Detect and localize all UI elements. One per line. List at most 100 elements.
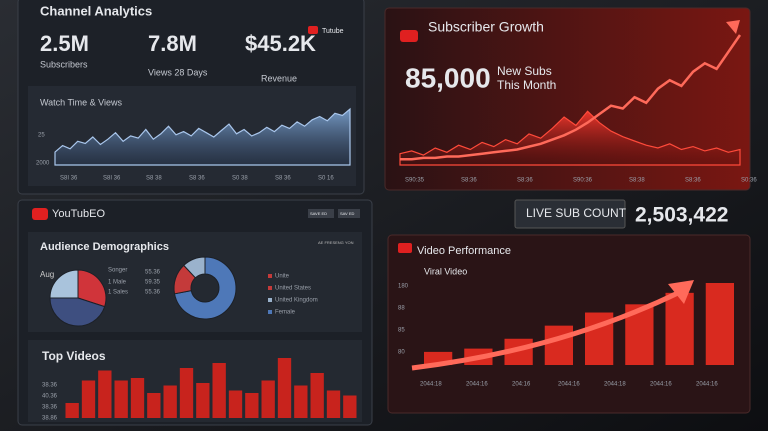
x-label: S90:36 (573, 178, 593, 184)
filter: AE FRESENG YON (318, 240, 354, 245)
bar (114, 380, 128, 418)
x-label: 2044:16 (466, 382, 488, 388)
slice (49, 297, 106, 327)
bar (544, 325, 573, 365)
bar (261, 380, 275, 418)
bar (130, 378, 145, 418)
legend-swatch (268, 274, 272, 278)
brand: YouTubEO (52, 208, 105, 220)
label: LIVE SUB COUNT (526, 206, 627, 220)
bar (228, 390, 243, 418)
stat-value: 7.8M (148, 31, 197, 56)
x-label: S8 36 (189, 176, 205, 182)
y-label: 38.36 (42, 405, 58, 411)
bar (196, 383, 210, 418)
live-box (514, 199, 626, 229)
legend-label: United States (275, 286, 311, 292)
y-label: 25 (38, 133, 45, 139)
stat-label: Revenue (261, 73, 297, 83)
y-label: 40.36 (42, 394, 58, 400)
x-label: S8 36 (275, 176, 291, 182)
button[interactable] (308, 209, 334, 218)
y-label: 38.36 (42, 383, 58, 389)
panel (387, 234, 751, 414)
panel (384, 7, 751, 191)
y-label: 180 (398, 284, 409, 290)
title: Top Videos (42, 349, 106, 363)
pie-number: 55.36 (145, 270, 161, 276)
x-label: S8I 36 (60, 176, 78, 182)
stat-value: 2.5M (40, 31, 89, 56)
arrow-head (726, 20, 740, 34)
x-label: 2044:18 (420, 382, 442, 388)
legend-swatch (268, 286, 272, 290)
area (54, 107, 351, 166)
bar (705, 283, 734, 365)
legend-swatch (268, 298, 272, 302)
y-label: 38.86 (42, 416, 58, 422)
bar (343, 395, 357, 418)
legend-label: United Kingdom (275, 298, 318, 304)
arrow (411, 289, 682, 371)
slice (77, 269, 107, 308)
bar (147, 393, 161, 418)
yt-icon (400, 30, 418, 42)
title: Watch Time & Views (40, 97, 123, 107)
yt-icon (308, 26, 318, 34)
x-label: S8:36 (685, 178, 701, 184)
x-label: S8:36 (517, 178, 533, 184)
pie-label: Songer (108, 268, 127, 274)
bar (179, 368, 194, 418)
legend-label: Unite (275, 274, 290, 280)
x-label: S8:38 (629, 178, 645, 184)
pie-label: 1 Male (108, 280, 127, 286)
slice (49, 269, 79, 299)
button-label[interactable]: SAVE ED (310, 211, 327, 216)
bar (65, 403, 79, 418)
count: 2,503,422 (635, 204, 728, 227)
subtitle: Viral Video (424, 266, 467, 276)
x-label: 2044:16 (696, 382, 718, 388)
bar (98, 370, 112, 418)
x-label: S90:35 (405, 178, 425, 184)
caption: New Subs (497, 64, 552, 78)
bar (163, 385, 177, 418)
slice (183, 256, 206, 279)
bar (294, 385, 308, 418)
caption: This Month (497, 78, 556, 92)
badge: Tutube (322, 28, 344, 35)
x-label: S0 16 (318, 176, 334, 182)
x-label: 204:16 (512, 382, 531, 388)
title: Video Performance (417, 245, 511, 257)
bar (326, 390, 341, 418)
pie-label: 1 Sales (108, 290, 128, 296)
yt-icon (398, 243, 412, 253)
legend-label: Female (275, 310, 296, 316)
button[interactable] (338, 209, 360, 218)
bar (81, 380, 96, 418)
x-label: S8 38 (146, 176, 162, 182)
stat-label: Subscribers (40, 59, 88, 69)
arrow-head (668, 280, 694, 304)
pie-number: 59.35 (145, 280, 161, 286)
bar (277, 358, 292, 418)
area (399, 110, 741, 166)
x-label: 2044:18 (604, 382, 626, 388)
button-label[interactable]: SAV ED (340, 211, 354, 216)
x-label: S0 38 (232, 176, 248, 182)
title: Channel Analytics (40, 3, 152, 18)
stat-value: $45.2K (245, 31, 316, 56)
x-label: S0:36 (741, 178, 757, 184)
y-label: 80 (398, 350, 405, 356)
pie-number: 55.36 (145, 290, 161, 296)
bar (665, 292, 694, 365)
slice (173, 256, 237, 320)
bar (245, 393, 259, 418)
bar (212, 363, 226, 418)
big-number: 85,000 (405, 62, 491, 93)
title: Audience Demographics (40, 241, 169, 253)
x-label: S8:36 (461, 178, 477, 184)
x-label: S8I 36 (103, 176, 121, 182)
y-label: 2000 (36, 161, 50, 167)
